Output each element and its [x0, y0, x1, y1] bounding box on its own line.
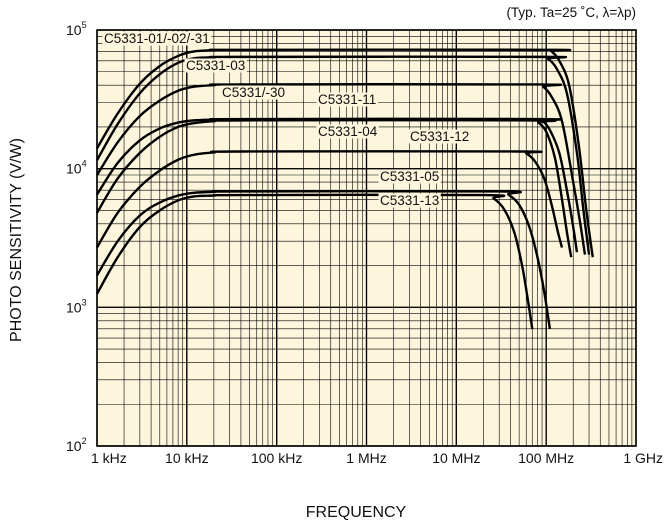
- series-line-6: [95, 150, 564, 249]
- condition-note: (Typ. Ta=25 ˚C, λ=λp): [506, 5, 636, 20]
- plot-frame: [96, 29, 637, 447]
- series-label-7: C5331-05: [380, 169, 439, 184]
- series-label-5: C5331-04: [318, 124, 378, 139]
- series-label-bg: [102, 31, 212, 46]
- series-label-8: C5331-13: [380, 193, 439, 208]
- x-tick-label: 100 MHz: [518, 450, 574, 466]
- series-line-2: [95, 55, 591, 255]
- sensitivity-curves: [95, 48, 594, 329]
- series-line-3: [95, 83, 587, 255]
- series-label-bg: [378, 169, 441, 184]
- y-tick-label: 105: [66, 20, 87, 38]
- series-label-bg: [220, 85, 287, 100]
- y-tick-labels: 102 103 104 105: [66, 20, 87, 454]
- x-tick-labels: 1 kHz 10 kHz 100 kHz 1 MHz 10 MHz 100 MHz 1 GH…: [91, 450, 663, 466]
- series-line-8: [95, 193, 534, 329]
- series-label-3: C5331/-30: [222, 85, 285, 100]
- series-label-bg: [316, 92, 378, 107]
- series-line-5: [95, 118, 573, 258]
- series-line-7: [95, 189, 552, 329]
- x-tick-label: 10 MHz: [432, 450, 480, 466]
- x-tick-label: 1 GHz: [623, 450, 663, 466]
- series-label-4: C5331-11: [318, 92, 376, 107]
- series-label-2: C5331-03: [186, 58, 245, 73]
- series-label-1: C5331-01/-02/-31: [104, 31, 210, 46]
- series-label-6: C5331-12: [410, 129, 469, 144]
- series-label-bg: [408, 129, 471, 144]
- y-tick-label: 102: [66, 436, 87, 454]
- y-axis-label: PHOTO SENSITIVITY (V/W): [8, 138, 25, 342]
- y-tick-label: 104: [66, 159, 87, 177]
- x-tick-label: 10 kHz: [165, 450, 209, 466]
- series-line-1: [95, 48, 594, 258]
- x-tick-label: 1 MHz: [346, 450, 386, 466]
- y-tick-label: 103: [66, 297, 87, 315]
- x-tick-label: 100 kHz: [251, 450, 302, 466]
- series-label-bg: [184, 58, 247, 73]
- curve-labels: C5331-01/-02/-31 C5331-03 C5331/-30 C5331-1…: [102, 31, 471, 208]
- series-line-4: [95, 117, 579, 253]
- series-label-bg: [378, 193, 441, 208]
- x-tick-label: 1 kHz: [91, 450, 127, 466]
- x-axis-label: FREQUENCY: [306, 504, 407, 521]
- series-label-bg: [316, 124, 379, 139]
